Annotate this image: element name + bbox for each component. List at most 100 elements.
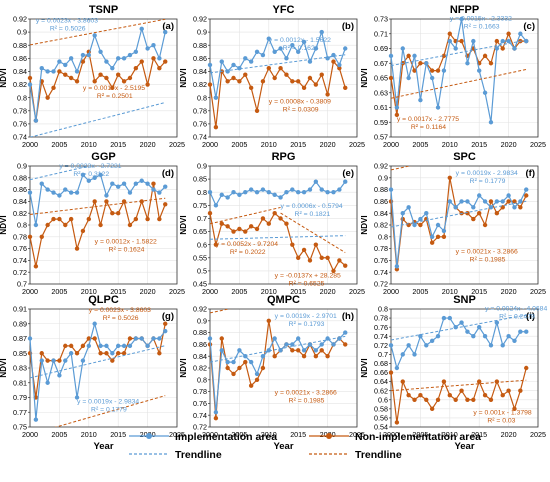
data-point (518, 31, 523, 36)
trend-r2: R² = 0.5026 (103, 315, 139, 322)
y-tick-label: 0.86 (13, 185, 27, 194)
x-tick-label: 2000 (22, 140, 38, 149)
data-point (331, 59, 336, 64)
data-point (33, 222, 39, 228)
data-point (213, 95, 219, 100)
y-tick-label: 0.74 (13, 256, 27, 265)
data-point (418, 222, 423, 228)
data-point (406, 205, 411, 210)
y-tick-label: 0.76 (374, 323, 388, 332)
trend-equation: y = 0.0015x - 2.3332 (450, 15, 512, 22)
data-point (441, 379, 447, 384)
data-point (406, 393, 411, 398)
data-point (92, 175, 97, 180)
data-point (116, 56, 121, 61)
data-point (225, 224, 230, 229)
trendline (54, 395, 166, 427)
data-point (477, 193, 482, 198)
data-point (213, 203, 219, 208)
data-point (313, 46, 319, 51)
panel-qlpc: 0.75 0.77 0.79 0.81 0.83 0.85 0.87 0.89 0.91 2000… (0, 294, 185, 452)
data-point (471, 216, 476, 222)
data-point (27, 75, 33, 81)
panel-title: QLPC (88, 294, 119, 306)
x-tick-label: 2000 (22, 430, 38, 439)
series-non-implementation-area (207, 318, 348, 421)
data-point (435, 105, 441, 110)
data-point (518, 329, 523, 334)
trend-r2: R² = 0.1821 (295, 211, 331, 218)
data-point (86, 52, 92, 58)
data-point (325, 336, 330, 341)
data-point (157, 65, 162, 71)
legend-impl-label: Implementation area (175, 431, 277, 443)
data-point (290, 348, 295, 353)
trend-equation: y = 0.0012x - 1.5822 (95, 238, 157, 245)
data-point (494, 379, 500, 384)
data-point (219, 348, 224, 353)
data-point (459, 388, 464, 393)
data-point (80, 358, 86, 363)
data-point (74, 246, 80, 251)
y-tick-label: 0.82 (193, 80, 207, 89)
data-point (86, 178, 92, 183)
data-point (80, 228, 86, 234)
trend-r2: R² = 0.2479 (499, 313, 535, 320)
trend-equation: y = 0.0017x - 2.5195 (83, 85, 145, 92)
y-tick-label: 0.75 (13, 423, 27, 432)
data-point (231, 359, 236, 365)
data-point (325, 190, 330, 195)
y-tick-label: 0.78 (374, 244, 388, 253)
data-point (104, 199, 109, 204)
y-tick-label: 0.89 (13, 319, 27, 328)
data-point (319, 29, 324, 35)
y-tick-label: 0.88 (374, 185, 388, 194)
panel-rpg: 0.45 0.5 0.55 0.6 0.65 0.7 0.75 0.8 0.85 0.9 2000 2… (179, 151, 365, 296)
y-tick-label: 0.56 (374, 414, 388, 423)
data-point (207, 82, 213, 87)
y-tick-label: 0.76 (374, 256, 388, 265)
y-tick-label: 0.9 (197, 316, 207, 325)
data-point (248, 187, 254, 192)
trend-r2: R² = 0.1779 (470, 178, 506, 185)
data-point (127, 343, 133, 349)
data-point (343, 342, 348, 347)
panel-letter: (b) (342, 21, 354, 32)
data-point (266, 65, 271, 71)
panel-letter: (i) (526, 311, 535, 322)
data-point (524, 187, 529, 192)
trend-r2: R² = 0.1779 (91, 406, 127, 413)
panel-snp: 0.540.560.580.60.620.640.660.680.70.720.… (360, 294, 547, 452)
series-implementation-area (207, 179, 348, 208)
y-tick-label: 0.86 (193, 340, 207, 349)
data-point (494, 320, 500, 325)
data-point (465, 397, 470, 402)
data-point (213, 242, 219, 247)
data-point (313, 354, 319, 359)
data-point (98, 343, 103, 349)
y-tick-label: 0.88 (193, 328, 207, 337)
data-point (39, 234, 44, 239)
data-point (465, 211, 470, 216)
data-point (127, 190, 133, 195)
x-tick-label: 2025 (530, 140, 546, 149)
data-point (207, 190, 213, 195)
data-point (482, 334, 488, 339)
y-tick-label: 0.84 (13, 67, 27, 76)
data-point (98, 222, 103, 228)
data-point (231, 229, 236, 234)
data-point (254, 190, 260, 195)
panel-title: YFC (273, 4, 295, 16)
data-point (51, 190, 56, 195)
y-axis-label: NDVI (179, 215, 188, 234)
y-tick-label: 0.88 (13, 41, 27, 50)
x-tick-label: 2015 (110, 287, 126, 296)
panel-title: SPC (453, 151, 476, 163)
data-point (453, 324, 458, 330)
trend-equation: y = 0.0023x - 3.7231 (59, 163, 121, 170)
data-point (284, 56, 289, 61)
data-point (237, 192, 242, 198)
y-tick-label: 0.8 (197, 375, 207, 384)
series-non-implementation-area (207, 211, 348, 274)
data-point (290, 242, 295, 247)
